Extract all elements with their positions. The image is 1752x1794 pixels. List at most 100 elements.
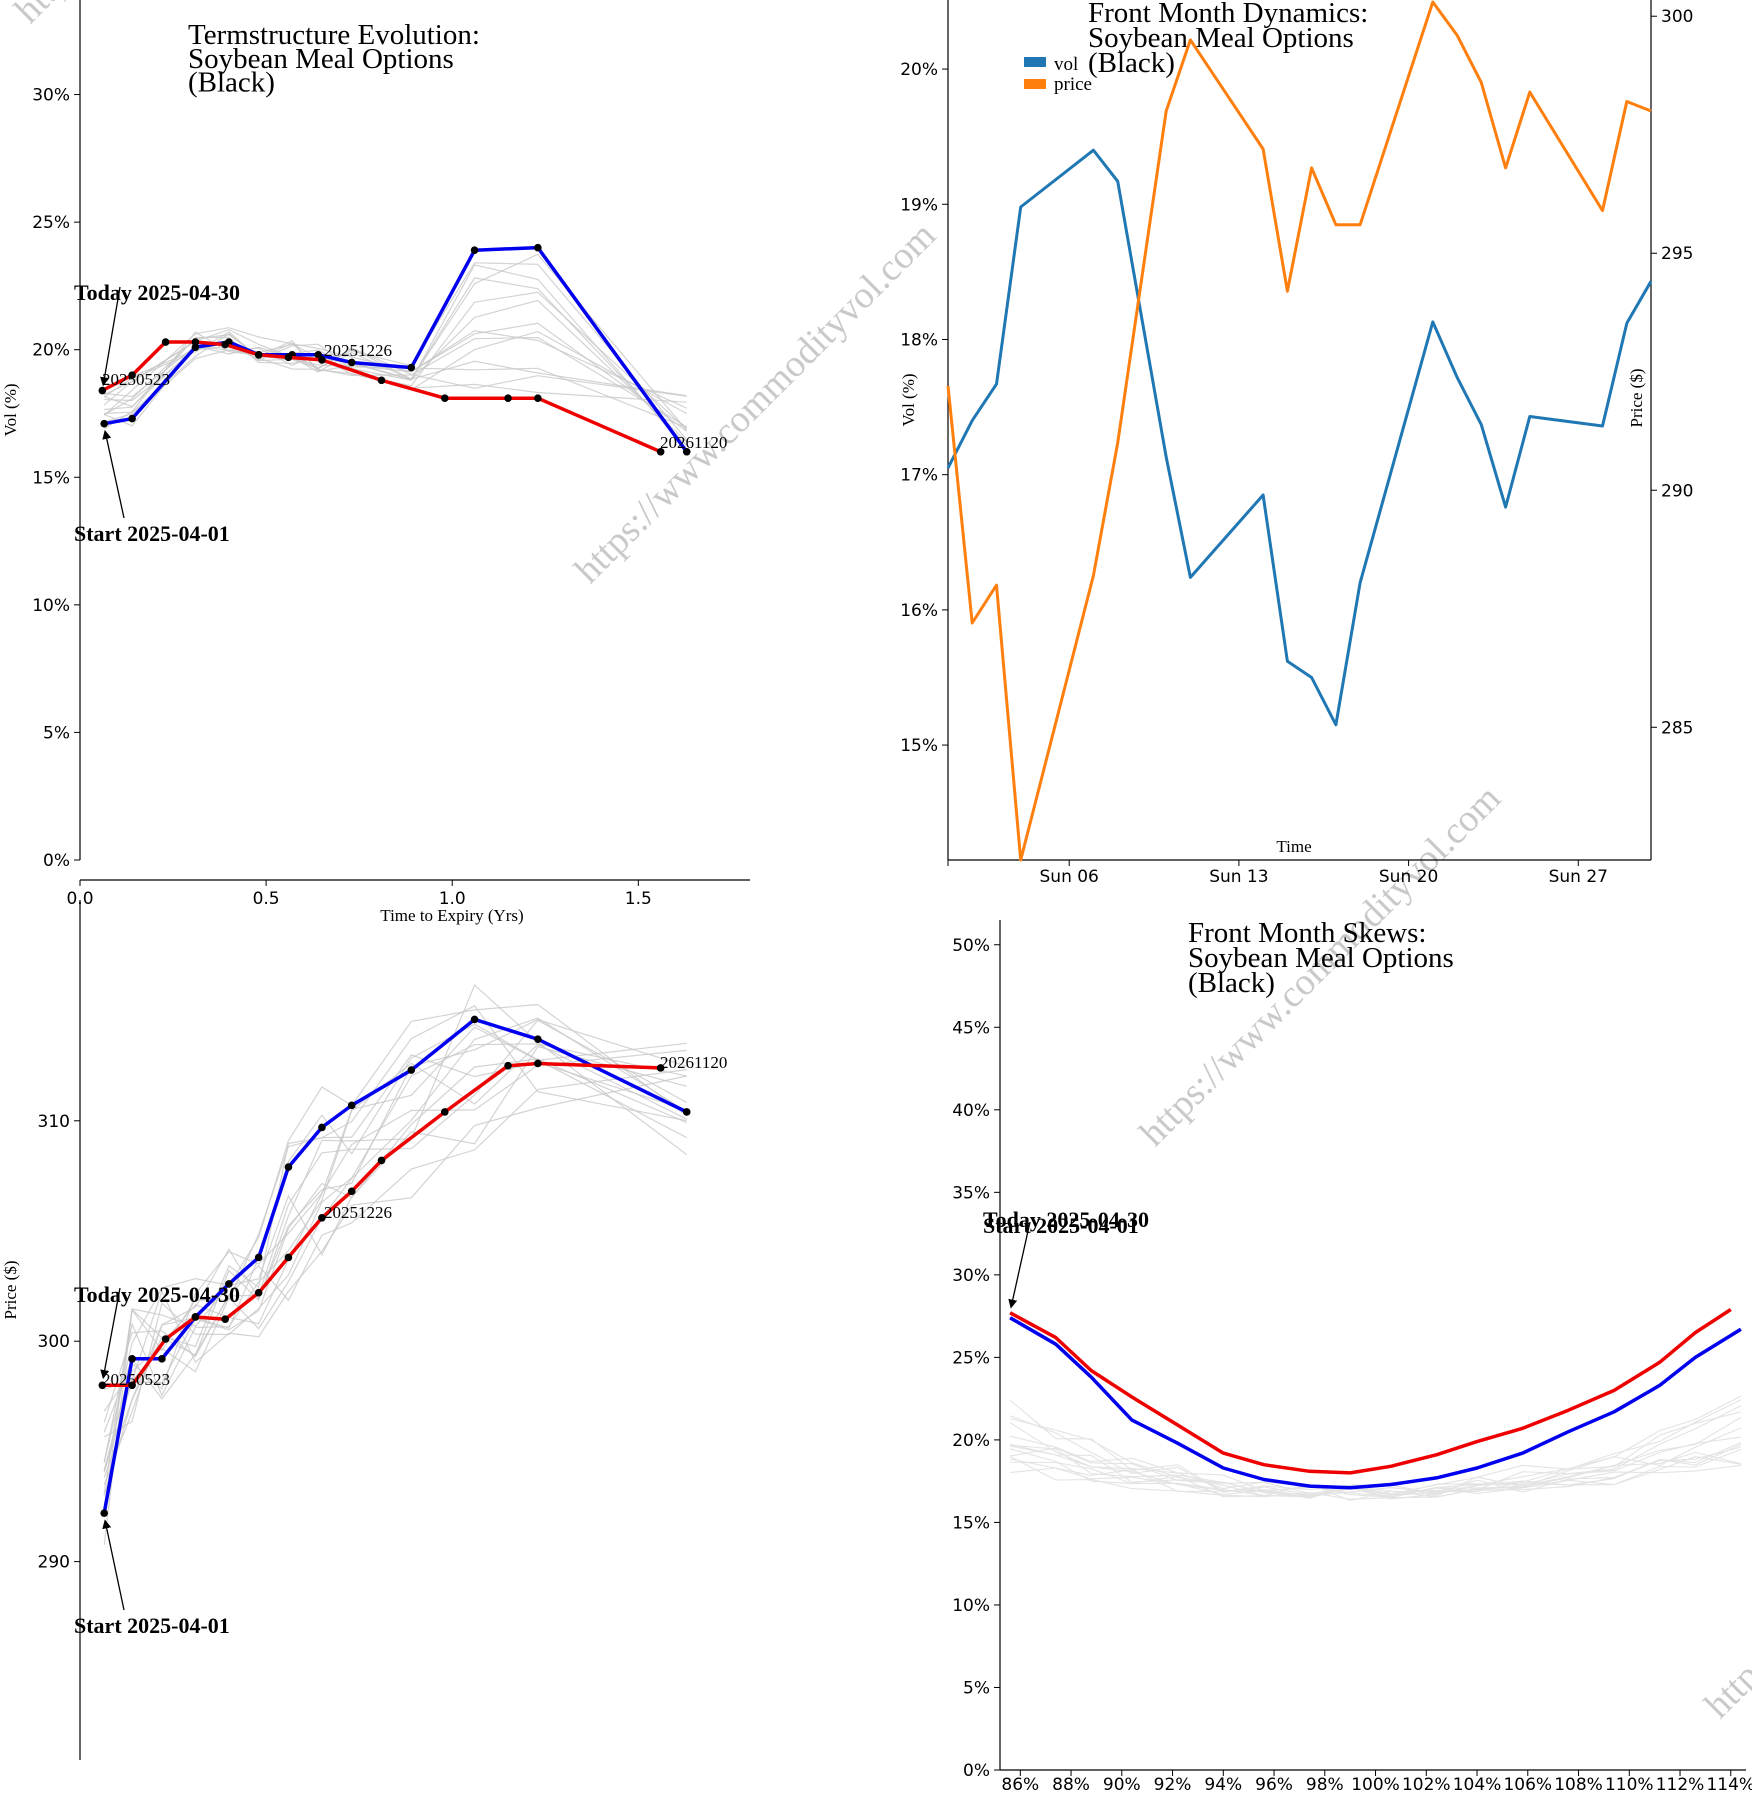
history-curve bbox=[104, 1075, 687, 1390]
y-tick-label: 20% bbox=[900, 60, 938, 80]
chart-title-line: Front Month Dynamics: bbox=[1088, 0, 1368, 29]
x-tick-label: 96% bbox=[1255, 1775, 1293, 1794]
x-tick-label: 0.0 bbox=[66, 889, 93, 909]
history-curve bbox=[103, 1003, 688, 1511]
data-point bbox=[347, 1101, 356, 1110]
y-tick-label: 5% bbox=[963, 1678, 990, 1698]
data-point bbox=[161, 338, 170, 346]
chart-title-line: (Black) bbox=[1088, 47, 1175, 79]
history-curve bbox=[103, 1043, 687, 1463]
expiry-label: 20251226 bbox=[324, 1203, 392, 1222]
today-series-line bbox=[102, 1061, 661, 1388]
history-curve bbox=[103, 1049, 687, 1471]
price-series-line bbox=[946, 0, 1652, 862]
y2-tick-label: 290 bbox=[1661, 481, 1693, 501]
today-annotation: Today 2025-04-30 bbox=[983, 1207, 1149, 1232]
x-tick-label: 1.0 bbox=[439, 889, 466, 909]
start-series-line bbox=[1009, 1316, 1742, 1490]
data-point bbox=[284, 1253, 293, 1262]
x-axis-label: Time to Expiry (Yrs) bbox=[380, 906, 523, 925]
data-point bbox=[225, 1280, 233, 1288]
chart-title-line: Termstructure Evolution: bbox=[188, 19, 480, 51]
history-curve bbox=[103, 1043, 687, 1438]
x-tick-label: 94% bbox=[1204, 1775, 1242, 1794]
legend-swatch-vol bbox=[1024, 57, 1046, 67]
x-tick-label: 98% bbox=[1306, 1775, 1344, 1794]
x-tick-label: 104% bbox=[1453, 1775, 1502, 1794]
y-tick-label: 45% bbox=[952, 1018, 990, 1038]
data-point bbox=[254, 1253, 263, 1262]
data-point bbox=[318, 1123, 326, 1132]
x-tick-label: 88% bbox=[1052, 1775, 1090, 1794]
x-tick-label: 1.5 bbox=[625, 889, 652, 909]
annotation-arrow bbox=[102, 429, 125, 519]
history-curve bbox=[103, 1019, 687, 1486]
y2-tick-label: 295 bbox=[1661, 244, 1693, 264]
y-axis-label: Price ($) bbox=[1, 1260, 20, 1319]
y-tick-label: 20% bbox=[32, 341, 70, 361]
data-point bbox=[534, 394, 542, 402]
data-point bbox=[128, 414, 136, 423]
y-tick-label: 19% bbox=[900, 195, 938, 215]
x-tick-label: 92% bbox=[1154, 1775, 1192, 1794]
history-curve bbox=[103, 1058, 687, 1473]
data-point bbox=[318, 1213, 326, 1222]
data-point bbox=[100, 1509, 108, 1517]
data-point bbox=[221, 1315, 229, 1323]
history-skew-curve bbox=[1010, 1448, 1742, 1498]
history-curve bbox=[104, 262, 688, 440]
data-point bbox=[470, 246, 479, 254]
x-tick-label: 0.5 bbox=[253, 889, 280, 909]
expiry-label: 20251226 bbox=[324, 341, 392, 360]
y-tick-label: 35% bbox=[952, 1183, 990, 1203]
chart-title-line: (Black) bbox=[188, 67, 275, 99]
y-tick-label: 0% bbox=[963, 1761, 990, 1781]
expiry-label: 20250523 bbox=[102, 1370, 170, 1389]
history-curve bbox=[103, 1005, 687, 1545]
data-point bbox=[98, 1381, 107, 1390]
history-curve bbox=[103, 264, 688, 450]
y-tick-label: 17% bbox=[900, 466, 938, 486]
data-point bbox=[440, 394, 449, 402]
annotation-arrow bbox=[1008, 1221, 1031, 1309]
history-curve bbox=[103, 1069, 687, 1423]
history-skew-curve bbox=[1009, 1411, 1742, 1496]
data-point bbox=[158, 1355, 166, 1363]
x-axis-label: Time bbox=[1276, 837, 1311, 856]
y2-tick-label: 285 bbox=[1661, 718, 1693, 738]
data-point bbox=[161, 1335, 170, 1343]
termstructure-vol-chart: 0% 5% 10% 15% 20% 25% 30% 0.0 0.5 1.0 1.5 Time to E… bbox=[1, 0, 750, 925]
y-tick-label: 18% bbox=[900, 330, 938, 350]
history-curve bbox=[103, 328, 687, 397]
data-point bbox=[191, 1313, 200, 1321]
chart-title-line: Front Month Skews: bbox=[1188, 917, 1426, 949]
data-point bbox=[682, 1108, 691, 1116]
history-curve bbox=[103, 1017, 688, 1471]
x-tick-label: 106% bbox=[1503, 1775, 1552, 1794]
chart-title-line: Soybean Meal Options bbox=[1088, 22, 1354, 54]
y-tick-label: 290 bbox=[38, 1553, 70, 1573]
front-month-skews-chart: 0% 5% 10% 15% 20% 25% 30% 35% 40% 45% 50% 86% 88% 90%… bbox=[952, 917, 1752, 1794]
history-curve bbox=[104, 277, 688, 447]
y-tick-label: 15% bbox=[900, 736, 938, 756]
data-point bbox=[504, 1061, 512, 1070]
history-curve bbox=[103, 1045, 687, 1463]
x-tick-label: 90% bbox=[1103, 1775, 1141, 1794]
y-tick-label: 15% bbox=[32, 468, 70, 488]
data-point bbox=[254, 1288, 263, 1297]
history-skew-curve bbox=[1009, 1455, 1741, 1500]
y-tick-label: 15% bbox=[952, 1513, 990, 1533]
x-tick-label: 86% bbox=[1001, 1775, 1039, 1794]
legend-label: vol bbox=[1054, 54, 1078, 75]
data-point bbox=[504, 394, 512, 402]
annotation-arrow bbox=[100, 1287, 121, 1380]
y2-axis-label: Price ($) bbox=[1627, 368, 1646, 427]
watermark-text: https://www.commodityvol.com bbox=[1697, 1349, 1752, 1726]
today-series-line bbox=[1009, 1308, 1732, 1475]
x-tick-label: 110% bbox=[1605, 1775, 1654, 1794]
y-tick-label: 5% bbox=[43, 723, 70, 743]
y-tick-label: 20% bbox=[952, 1431, 990, 1451]
chart-title-line: Soybean Meal Options bbox=[1188, 942, 1454, 974]
today-annotation: Today 2025-04-30 bbox=[74, 1282, 240, 1307]
